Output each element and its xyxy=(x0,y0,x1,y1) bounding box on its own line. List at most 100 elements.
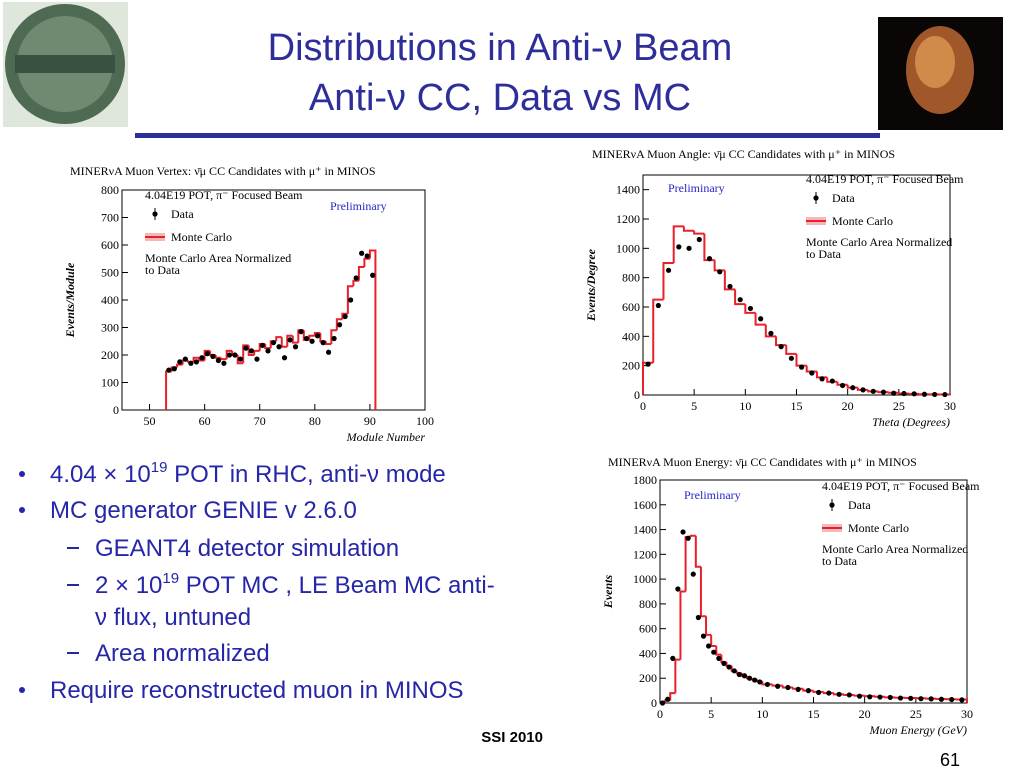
annotation: 4.04E19 POT, π⁻ Focused Beam xyxy=(145,188,303,202)
data-point xyxy=(867,694,873,700)
mc-step xyxy=(715,646,722,656)
x-tick-label: 30 xyxy=(961,707,973,721)
y-tick-label: 1000 xyxy=(616,241,640,255)
right-logo xyxy=(878,17,1003,130)
annotation: to Data xyxy=(806,247,842,261)
y-tick-label: 400 xyxy=(639,646,657,660)
data-point xyxy=(237,356,244,362)
data-point xyxy=(949,696,955,703)
mc-step xyxy=(785,345,797,355)
data-point xyxy=(348,297,354,303)
data-point xyxy=(775,683,781,689)
data-point xyxy=(210,353,216,359)
y-tick-label: 400 xyxy=(101,293,119,307)
y-tick-label: 200 xyxy=(622,359,640,373)
superscript: 19 xyxy=(162,570,179,587)
data-point xyxy=(690,571,696,577)
mc-step xyxy=(236,355,244,365)
legend-label: Monte Carlo xyxy=(832,214,893,228)
data-point xyxy=(788,355,794,361)
mc-step xyxy=(247,345,255,356)
x-tick-label: 60 xyxy=(199,414,211,428)
mc-step xyxy=(674,658,681,694)
mc-step xyxy=(192,356,200,362)
data-point xyxy=(932,391,938,398)
y-tick-label: 1000 xyxy=(633,572,657,586)
data-point xyxy=(921,391,928,397)
y-tick-label: 200 xyxy=(639,671,657,685)
mc-step xyxy=(734,289,746,306)
mc-step xyxy=(699,566,707,618)
chart: MINERνA Muon Angle: ν̄μ CC Candidates wi… xyxy=(584,147,964,429)
data-point xyxy=(171,366,177,372)
data-point xyxy=(215,357,222,364)
x-tick-label: 100 xyxy=(416,414,434,428)
data-point xyxy=(221,360,227,366)
x-tick-label: 5 xyxy=(708,707,714,721)
superscript: 19 xyxy=(151,459,168,476)
chart-title: MINERνA Muon Energy: ν̄μ CC Candidates w… xyxy=(608,455,917,469)
mc-step xyxy=(705,616,712,636)
title: Distributions in Anti-ν Beam xyxy=(268,27,733,69)
chart: MINERνA Muon Energy: ν̄μ CC Candidates w… xyxy=(601,455,980,737)
left-logo xyxy=(3,2,128,127)
data-point xyxy=(320,340,326,346)
chart-title: MINERνA Muon Angle: ν̄μ CC Candidates wi… xyxy=(592,147,895,161)
x-tick-label: 90 xyxy=(364,414,376,428)
data-point xyxy=(182,356,188,362)
data-point xyxy=(706,643,712,649)
data-point xyxy=(901,390,907,397)
data-point xyxy=(696,236,702,243)
mc-step xyxy=(693,230,705,235)
data-point xyxy=(757,679,763,685)
mc-step xyxy=(308,334,315,340)
data-point xyxy=(259,342,266,348)
bullet-text: MC generator GENIE v 2.6.0 xyxy=(50,497,357,524)
data-point xyxy=(819,376,825,382)
mc-step xyxy=(723,270,736,291)
mc-step xyxy=(203,349,211,361)
annotation: 4.04E19 POT, π⁻ Focused Beam xyxy=(806,172,964,186)
y-tick-label: 1200 xyxy=(616,212,640,226)
mc-step xyxy=(754,312,766,326)
bullet-text: Area normalized xyxy=(95,640,270,667)
y-tick-label: 100 xyxy=(101,376,119,390)
preliminary: Preliminary xyxy=(668,181,725,195)
y-tick-label: 800 xyxy=(101,183,119,197)
data-point xyxy=(711,649,717,655)
data-point xyxy=(887,694,893,701)
y-tick-label: 300 xyxy=(101,321,119,335)
x-tick-label: 70 xyxy=(254,414,266,428)
page-number: 61 xyxy=(940,750,960,768)
data-point xyxy=(805,688,811,694)
y-axis-label: Events/Degree xyxy=(584,248,598,322)
data-point xyxy=(880,389,887,395)
x-axis-label: Muon Energy (GeV) xyxy=(868,723,967,737)
footer: SSI 2010 xyxy=(481,729,543,746)
x-tick-label: 10 xyxy=(739,399,751,413)
y-tick-label: 400 xyxy=(622,329,640,343)
y-tick-label: 0 xyxy=(651,696,657,710)
data-point xyxy=(891,390,897,396)
data-point xyxy=(928,696,934,702)
data-point xyxy=(731,668,737,674)
data-point xyxy=(741,673,748,679)
data-point xyxy=(746,675,753,681)
bullet-dot xyxy=(19,471,25,477)
y-tick-label: 0 xyxy=(113,403,119,417)
annotation: to Data xyxy=(145,263,181,277)
y-tick-label: 500 xyxy=(101,266,119,280)
data-point xyxy=(325,349,332,355)
data-point xyxy=(942,391,948,398)
data-point xyxy=(736,671,742,678)
data-point xyxy=(706,256,713,262)
data-point xyxy=(768,330,774,336)
data-point xyxy=(655,302,661,309)
data-point xyxy=(850,385,856,391)
title-rule xyxy=(135,133,880,138)
data-point xyxy=(799,364,805,370)
mc-step xyxy=(214,355,222,359)
data-point xyxy=(303,335,310,342)
mc-step xyxy=(198,357,205,362)
